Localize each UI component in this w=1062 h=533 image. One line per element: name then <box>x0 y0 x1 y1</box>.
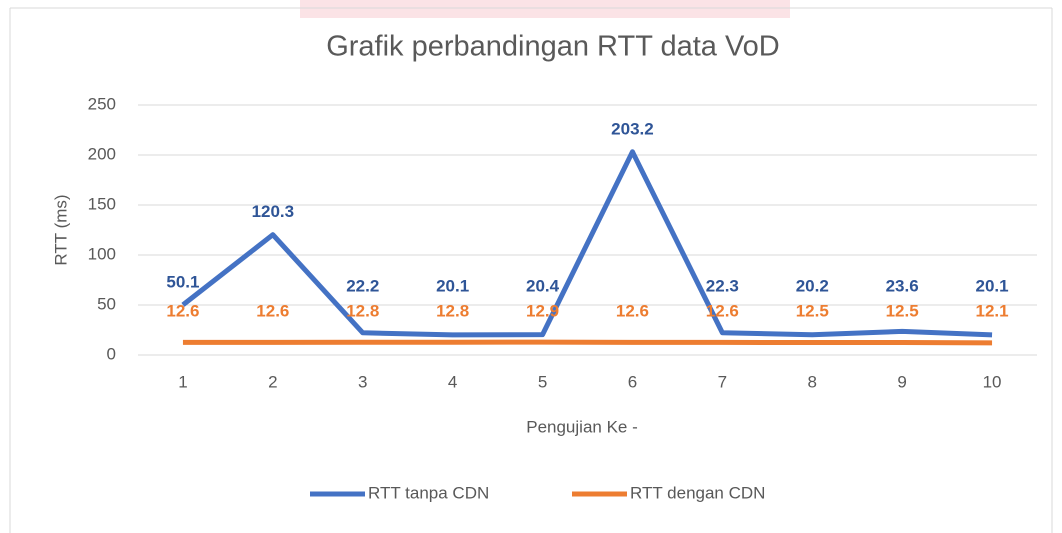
data-label: 12.5 <box>886 301 919 320</box>
x-tick-label: 7 <box>718 372 727 391</box>
x-tick-label: 4 <box>448 372 457 391</box>
data-label: 12.8 <box>346 301 379 320</box>
data-label: 20.4 <box>526 276 560 295</box>
y-tick-label: 100 <box>88 244 116 263</box>
data-label: 120.3 <box>252 202 295 221</box>
y-tick-label: 0 <box>107 344 116 363</box>
data-label: 12.6 <box>166 301 199 320</box>
data-label: 203.2 <box>611 119 654 138</box>
data-label: 12.6 <box>706 301 739 320</box>
data-label: 50.1 <box>166 272 199 291</box>
x-tick-label: 6 <box>628 372 637 391</box>
data-label: 12.1 <box>976 301 1009 320</box>
data-label: 12.5 <box>796 301 829 320</box>
data-label: 12.9 <box>526 301 559 320</box>
data-label: 12.6 <box>256 301 289 320</box>
y-tick-label: 50 <box>97 294 116 313</box>
x-tick-label: 10 <box>983 372 1002 391</box>
data-label: 12.8 <box>436 301 469 320</box>
watermark-band <box>300 0 790 18</box>
x-tick-label: 8 <box>808 372 817 391</box>
x-tick-label: 3 <box>358 372 367 391</box>
x-tick-label: 5 <box>538 372 547 391</box>
series-line <box>182 339 993 346</box>
data-label: 20.1 <box>436 276 469 295</box>
chart-title: Grafik perbandingan RTT data VoD <box>326 31 780 63</box>
y-axis-title: RTT (ms) <box>51 194 70 265</box>
x-tick-label: 2 <box>268 372 277 391</box>
data-label: 20.2 <box>796 276 829 295</box>
data-label: 12.6 <box>616 301 649 320</box>
x-tick-label: 9 <box>897 372 906 391</box>
data-label: 20.1 <box>976 276 1009 295</box>
legend-label: RTT tanpa CDN <box>368 483 489 502</box>
data-label: 22.3 <box>706 276 739 295</box>
legend-label: RTT dengan CDN <box>630 483 765 502</box>
y-tick-label: 250 <box>88 94 116 113</box>
y-tick-label: 200 <box>88 144 116 163</box>
y-tick-label: 150 <box>88 194 116 213</box>
x-tick-label: 1 <box>178 372 187 391</box>
data-label: 23.6 <box>886 276 919 295</box>
data-label: 22.2 <box>346 276 379 295</box>
x-axis-title: Pengujian Ke - <box>526 417 638 436</box>
series-line <box>181 149 993 338</box>
